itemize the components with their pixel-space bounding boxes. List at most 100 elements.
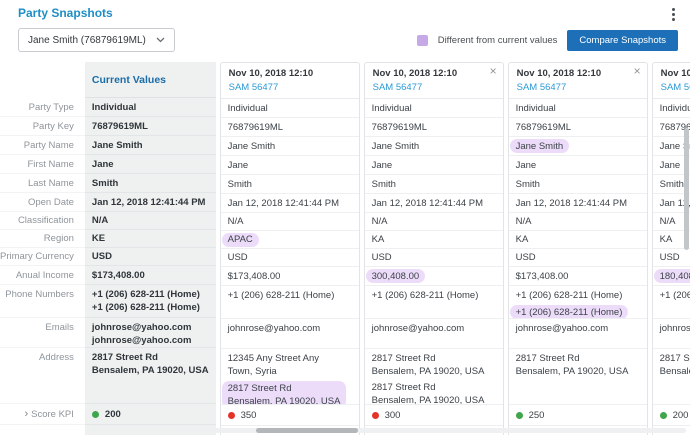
cell-classification: N/A [365,213,503,231]
snapshot-sam-link[interactable]: SAM 56477 [517,81,639,94]
value-block: Jane Smith [372,140,420,153]
score-dot-red [372,412,379,419]
cell-open-date: Jan 12, 2018 12:41:44 PM [221,194,359,213]
cell-primary-currency: USD [221,249,359,267]
page-title[interactable]: Party Snapshots [18,6,113,20]
value-block: Jane Smith [92,139,143,152]
value-block: Jane [92,158,114,171]
current-values-header: Current Values [85,62,216,98]
horizontal-scrollbar-thumb[interactable] [256,428,358,433]
snapshot-sam-link[interactable]: SAM 56477 [229,81,351,94]
cell-anual-income: 300,408.00 [365,267,503,286]
value-block: Smith [372,178,396,191]
cell-address: 12345 Any Street AnyTown, Syria2817 Stre… [221,349,359,405]
party-snapshots-panel: Party Snapshots Jane Smith (76879619ML) … [0,0,690,435]
value-block: KA [516,233,529,246]
cell-anual-income: 180,408.00 [653,267,690,286]
snapshot-header: Nov 10, 2018 12:10SAM 56477 [221,63,359,99]
snapshot-date: Nov 10, 2018 12:10 [517,67,639,81]
cell-emails: johnrose@yahoo.comjohnrose@yahoo.com [85,318,216,348]
close-icon[interactable]: × [490,65,497,77]
cell-party-type: Individual [365,99,503,118]
kebab-menu-icon[interactable] [669,6,678,23]
cell-party-type: Individual [653,99,690,118]
cell-region: KA [365,231,503,249]
value-block: 76879619ML [92,120,148,133]
cell-emails: johnrose@yahoo.com [653,319,690,349]
value-block: Smith [228,178,252,191]
value-block: N/A [228,215,244,228]
cell-party-type: Individual [221,99,359,118]
cell-party-name: Jane Smith [221,137,359,156]
horizontal-scrollbar[interactable] [190,428,686,433]
cell-score-kpi: 200 [653,405,690,426]
changed-value-highlight: Jane Smith [510,139,570,153]
cell-phone-numbers: +1 (206) 628-211 (Home) [653,286,690,319]
cell-region: KA [509,231,647,249]
snapshot-column-1: Nov 10, 2018 12:10SAM 56477 Individual 768… [220,62,360,435]
snapshot-sam-link[interactable]: SAM 56477 [661,81,690,94]
score-value: 300 [385,410,401,421]
cell-party-type: Individual [509,99,647,118]
cell-party-key: 76879619ML [509,118,647,137]
snapshot-header: Nov 10, 2018 12:10SAM 56477× [653,63,690,99]
score-dot-red [228,412,235,419]
compare-snapshots-button[interactable]: Compare Snapshots [567,30,678,51]
value-block: Jan 12, 2018 12:41:44 PM [516,197,627,210]
row-label-emails: Emails [0,318,85,348]
value-block: Individual [516,102,556,115]
cell-anual-income: $173,408.00 [85,266,216,285]
expand-chevron-icon[interactable]: › [24,409,28,419]
changed-value-highlight: 180,408.00 [654,269,690,283]
value-block: 2817 Street RdBensalem, PA 19020, USA [516,352,629,378]
row-label-party-key: Party Key [0,117,85,136]
cell-open-date: Jan 12, 2018 12:41:44 PM [85,193,216,212]
row-label-text: Address [39,352,74,363]
cell-last-name: Smith [365,175,503,194]
cell-primary-currency: USD [653,249,690,267]
row-label-text: Emails [45,322,74,333]
changed-value-highlight: +1 (206) 628-211 (Home) [510,305,629,319]
value-block: johnrose@yahoo.com [516,322,609,335]
cell-primary-currency: USD [509,249,647,267]
value-block: +1 (206) 628-211 (Home)+1 (206) 628-211 … [92,288,200,314]
close-icon[interactable]: × [634,65,641,77]
cell-classification: N/A [221,213,359,231]
value-block: 2817 Street RdBensalem, PA 19020, USA [92,351,209,377]
value-block: Individual [228,102,268,115]
value-block: +1 (206) 628-211 (Home) [660,289,690,302]
value-block: Jane Smith [228,140,276,153]
value-block: USD [516,251,536,264]
value-block: 76879619ML [228,121,283,134]
snapshot-date: Nov 10, 2018 12:10 [661,67,690,81]
value-block: Individual [372,102,412,115]
row-label-text: Primary Currency [0,251,74,262]
cell-phone-numbers: +1 (206) 628-211 (Home)+1 (206) 628-211 … [85,285,216,318]
controls-row: Jane Smith (76879619ML) Different from c… [0,28,690,52]
cell-score-kpi: 200 [85,404,216,425]
value-block: $173,408.00 [92,269,145,282]
value-block: +1 (206) 628-211 (Home) [228,289,335,302]
value-block: johnrose@yahoo.com [228,322,321,335]
party-select[interactable]: Jane Smith (76879619ML) [18,28,175,52]
value-block: 2817 Street RdBensalem, PA 19020, USA [372,381,485,405]
cell-phone-numbers: +1 (206) 628-211 (Home) [365,286,503,319]
row-label-score-kpi: ›Score KPI [0,404,85,425]
value-block: USD [660,251,680,264]
snapshot-date: Nov 10, 2018 12:10 [229,67,351,81]
score-dot-green [660,412,667,419]
changed-value-highlight: 2817 Street RdBensalem, PA 19020, USA [222,381,347,405]
cell-last-name: Smith [509,175,647,194]
score-dot-green [516,412,523,419]
cell-last-name: Smith [85,174,216,193]
value-block: $173,408.00 [228,270,281,283]
cell-classification: N/A [85,212,216,230]
vertical-scrollbar[interactable] [684,128,689,250]
row-label-text: Region [44,233,74,244]
snapshot-column-3: Nov 10, 2018 12:10SAM 56477 × Individual 76… [508,62,648,435]
cell-emails: johnrose@yahoo.com [509,319,647,349]
cell-last-name: Smith [221,175,359,194]
cell-score-kpi: 300 [365,405,503,426]
score-value: 350 [241,410,257,421]
snapshot-sam-link[interactable]: SAM 56477 [373,81,495,94]
